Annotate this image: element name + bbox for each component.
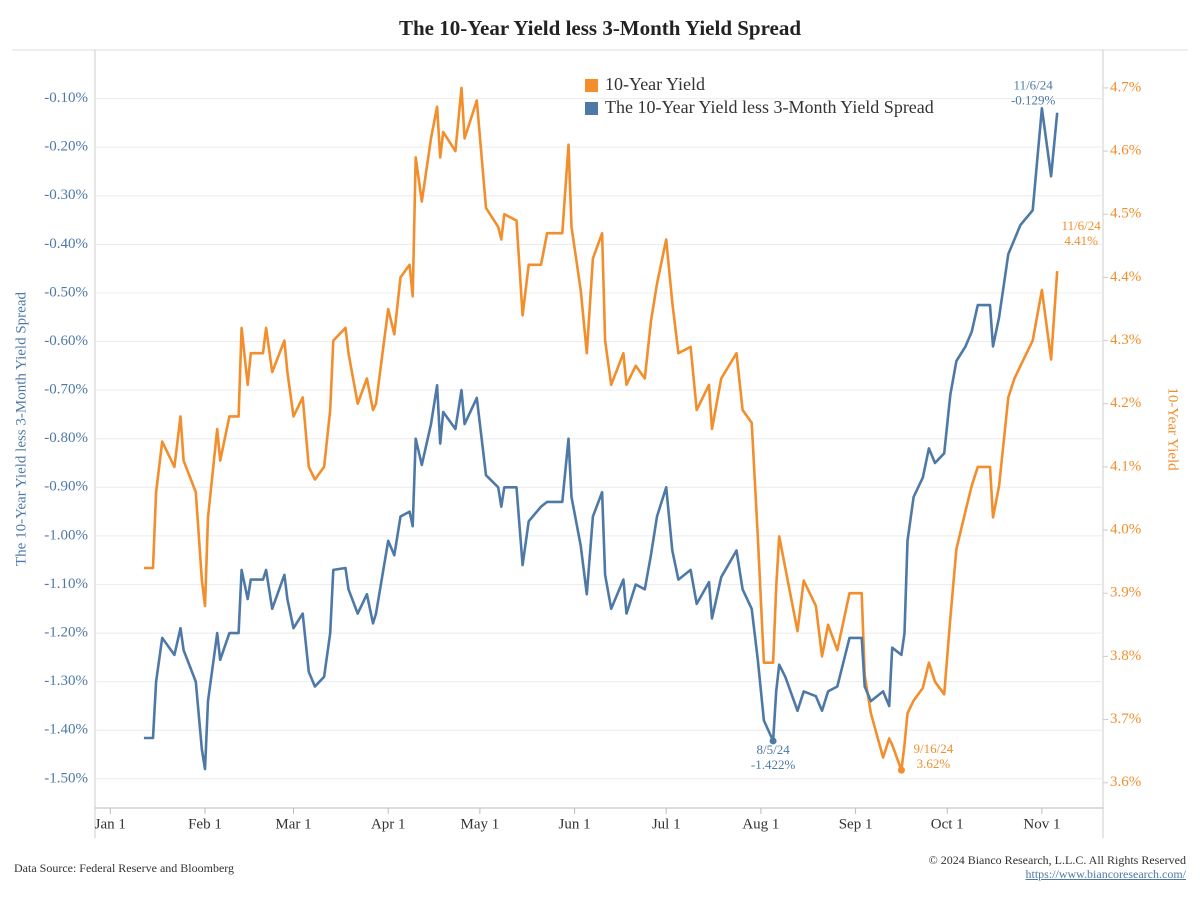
y2-tick-label: 4.4% <box>1110 269 1141 285</box>
x-tick-label: Nov 1 <box>1023 816 1060 832</box>
y-tick-label: -1.00% <box>44 527 88 543</box>
y-tick-label: -1.10% <box>44 576 88 592</box>
y-tick-label: -0.60% <box>44 333 88 349</box>
y-tick-label: -0.70% <box>44 382 88 398</box>
annotation-dot <box>897 766 905 774</box>
y-tick-label: -1.20% <box>44 625 88 641</box>
y2-tick-label: 4.0% <box>1110 522 1141 538</box>
y-tick-label: -0.20% <box>44 139 88 155</box>
y2-tick-label: 4.7% <box>1110 79 1141 95</box>
y2-tick-label: 4.6% <box>1110 143 1141 159</box>
x-tick-label: Aug 1 <box>742 816 779 832</box>
x-tick-label: May 1 <box>460 816 499 832</box>
y-tick-label: -1.50% <box>44 770 88 786</box>
y-tick-label: -0.40% <box>44 236 88 252</box>
annotation-value: -1.422% <box>751 757 796 772</box>
annotation-value: 4.41% <box>1064 233 1098 248</box>
legend-label: The 10-Year Yield less 3-Month Yield Spr… <box>605 97 934 117</box>
y2-tick-label: 4.2% <box>1110 395 1141 411</box>
y2-tick-label: 3.7% <box>1110 711 1141 727</box>
y-axis-title: The 10-Year Yield less 3-Month Yield Spr… <box>13 292 29 566</box>
y-tick-label: -0.30% <box>44 187 88 203</box>
annotation-dot <box>769 737 777 745</box>
y-tick-label: -0.80% <box>44 430 88 446</box>
y2-tick-label: 3.8% <box>1110 648 1141 664</box>
annotation-value: 3.62% <box>917 756 951 771</box>
legend-label: 10-Year Yield <box>605 74 705 94</box>
x-tick-label: Jun 1 <box>559 816 591 832</box>
annotation-date: 8/5/24 <box>756 742 790 757</box>
y2-axis-title: 10-Year Yield <box>1165 387 1181 471</box>
source-note: Data Source: Federal Reserve and Bloombe… <box>14 861 235 875</box>
series-line <box>143 107 1059 771</box>
y-tick-label: -1.40% <box>44 722 88 738</box>
y-tick-label: -1.30% <box>44 673 88 689</box>
series-line <box>143 86 1059 772</box>
y-tick-label: -0.50% <box>44 284 88 300</box>
y2-tick-label: 4.3% <box>1110 332 1141 348</box>
x-tick-label: Mar 1 <box>275 816 311 832</box>
copyright: © 2024 Bianco Research, L.L.C. All Right… <box>928 853 1186 867</box>
y-tick-label: -0.90% <box>44 479 88 495</box>
x-tick-label: Oct 1 <box>931 816 964 832</box>
annotation-date: 11/6/24 <box>1062 218 1102 233</box>
chart-title: The 10-Year Yield less 3-Month Yield Spr… <box>399 16 801 40</box>
y-tick-label: -0.10% <box>44 90 88 106</box>
annotation-value: -0.129% <box>1011 93 1056 108</box>
website-link[interactable]: https://www.biancoresearch.com/ <box>1025 867 1186 881</box>
x-tick-label: Jul 1 <box>652 816 681 832</box>
annotation-date: 11/6/24 <box>1014 78 1054 93</box>
y2-tick-label: 4.5% <box>1110 206 1141 222</box>
y2-tick-label: 3.6% <box>1110 774 1141 790</box>
x-tick-label: Apr 1 <box>371 816 406 832</box>
legend-swatch <box>585 102 598 115</box>
y2-tick-label: 4.1% <box>1110 458 1141 474</box>
annotation-date: 9/16/24 <box>914 741 954 756</box>
x-tick-label: Sep 1 <box>839 816 873 832</box>
x-tick-label: Jan 1 <box>95 816 126 832</box>
legend-swatch <box>585 79 598 92</box>
x-tick-label: Feb 1 <box>188 816 222 832</box>
y2-tick-label: 3.9% <box>1110 585 1141 601</box>
